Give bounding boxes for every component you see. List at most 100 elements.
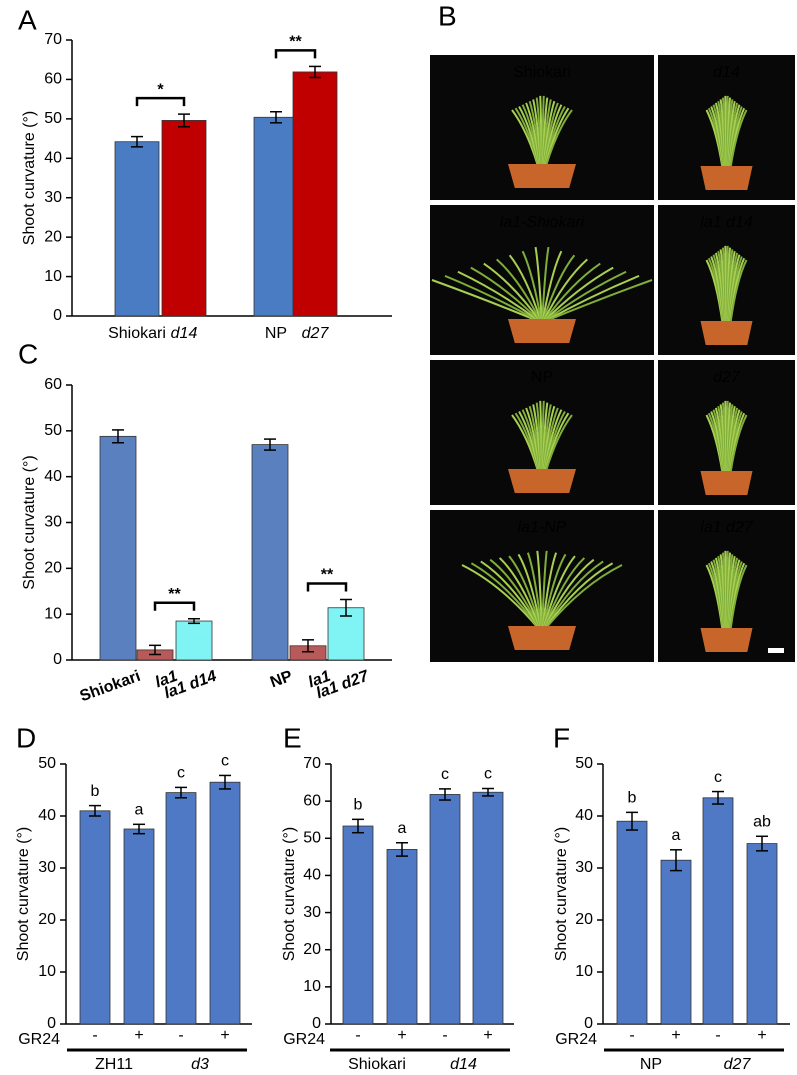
plant-leaf — [543, 558, 595, 629]
bar — [702, 797, 734, 1025]
y-tick-label: 0 — [312, 1015, 321, 1032]
panel-letter: F — [553, 722, 570, 753]
y-tick-label: 50 — [44, 110, 62, 127]
significance-bracket — [274, 49, 317, 59]
bar — [161, 120, 207, 317]
photo-label: Shiokari — [513, 64, 571, 81]
treatment-label: + — [483, 1027, 492, 1044]
bar — [253, 116, 299, 317]
y-tick-label: 20 — [303, 941, 321, 958]
significance-bracket — [153, 601, 196, 611]
plant-leaf — [729, 564, 748, 631]
pot — [700, 166, 753, 190]
plant-leaf — [542, 254, 576, 322]
photo-label: la1 d14 — [700, 214, 753, 231]
bar — [123, 828, 155, 1025]
y-axis-label: Shoot curvature (°) — [15, 827, 32, 961]
y-axis-label: Shoot curvature (°) — [553, 827, 570, 961]
y-tick-label: 70 — [44, 31, 62, 48]
panel-letter: D — [16, 722, 36, 753]
y-tick-label: 10 — [44, 605, 62, 622]
plant-leaf — [457, 270, 540, 322]
plant-leaf — [508, 254, 542, 322]
bar — [342, 825, 374, 1025]
pot — [700, 471, 753, 495]
plant-leaf — [545, 274, 640, 322]
photo-label: la1 d27 — [700, 519, 754, 536]
treatment-label: + — [397, 1027, 406, 1044]
significance-mark: * — [157, 81, 164, 98]
y-tick-label: 40 — [38, 807, 56, 824]
y-tick-label: 0 — [53, 651, 62, 668]
y-tick-label: 20 — [44, 560, 62, 577]
bar — [251, 444, 289, 661]
significance-letter: b — [628, 790, 637, 807]
plant-leaf — [470, 562, 540, 629]
y-tick-label: 60 — [44, 71, 62, 88]
photo-label: d27 — [713, 369, 741, 386]
error-bar — [175, 786, 187, 799]
pot — [508, 469, 576, 493]
treatment-label: - — [715, 1027, 720, 1044]
error-bar — [626, 811, 638, 831]
y-tick-label: 10 — [303, 978, 321, 995]
bar — [472, 791, 504, 1025]
panel-letter: E — [283, 722, 302, 753]
bar — [209, 781, 241, 1025]
error-bar — [188, 618, 200, 625]
y-tick-label: 10 — [44, 268, 62, 285]
bar — [175, 620, 213, 661]
panel-letter: A — [18, 4, 37, 35]
significance-letter: a — [398, 820, 407, 837]
error-bar — [712, 790, 724, 805]
plant-leaf — [544, 270, 627, 322]
plant-leaf — [541, 550, 548, 629]
plant-leaf — [543, 262, 601, 322]
photo-label: la1-Shiokari — [500, 214, 585, 231]
plant-leaf — [542, 553, 567, 629]
significance-mark: ** — [289, 34, 302, 51]
pot — [508, 319, 576, 343]
error-bar — [340, 598, 352, 617]
error-bar — [756, 835, 768, 852]
plant-leaf — [536, 550, 543, 629]
bar — [165, 792, 197, 1025]
pot — [508, 626, 576, 650]
y-tick-label: 50 — [303, 830, 321, 847]
pot — [700, 628, 753, 652]
y-axis-label: Shoot curvature (°) — [21, 111, 38, 245]
y-tick-label: 0 — [53, 307, 62, 324]
plant-leaf — [543, 266, 614, 322]
group-label: d14 — [450, 1056, 477, 1073]
x-tick-label: Shiokari — [108, 325, 166, 342]
treatment-label: - — [629, 1027, 634, 1044]
group-label: NP — [640, 1056, 662, 1073]
group-label: Shiokari — [348, 1056, 406, 1073]
plant-leaf — [444, 274, 539, 322]
treatment-axis-label: GR24 — [283, 1031, 325, 1048]
plant-leaf — [729, 414, 748, 474]
significance-letter: b — [91, 783, 100, 800]
significance-mark: ** — [321, 567, 334, 584]
plant-leaf — [544, 560, 604, 629]
y-tick-label: 30 — [44, 514, 62, 531]
significance-bracket — [306, 582, 348, 592]
y-tick-label: 30 — [44, 189, 62, 206]
bar — [79, 810, 111, 1025]
significance-mark: ** — [168, 586, 181, 603]
significance-letter: b — [354, 797, 363, 814]
pot — [508, 164, 576, 188]
scale-bar — [768, 648, 784, 653]
plant-leaf — [498, 557, 541, 629]
plant-leaf — [517, 553, 542, 629]
error-bar — [178, 113, 190, 128]
bar — [292, 71, 338, 317]
error-bar — [219, 774, 231, 790]
significance-bracket — [135, 96, 186, 107]
y-tick-label: 20 — [575, 911, 593, 928]
significance-letter: c — [441, 766, 449, 783]
significance-letter: c — [177, 765, 185, 782]
y-tick-label: 30 — [575, 859, 593, 876]
bar — [114, 141, 160, 317]
y-tick-label: 10 — [575, 963, 593, 980]
